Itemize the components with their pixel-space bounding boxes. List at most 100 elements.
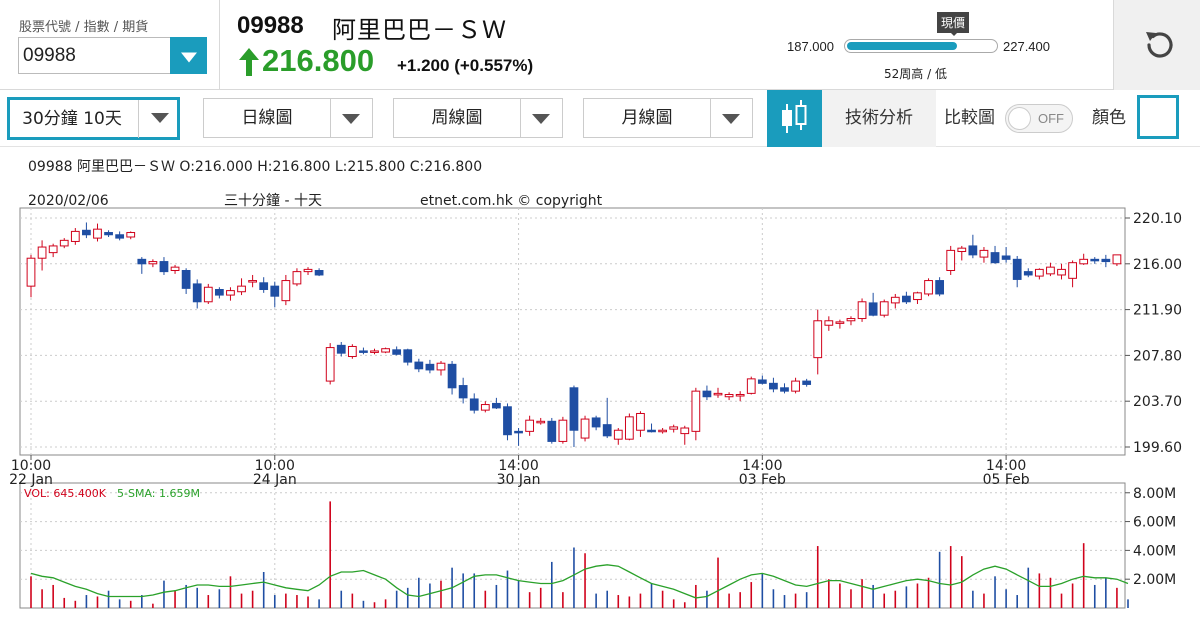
stock-code: 09988	[237, 12, 304, 39]
compare-label: 比較圖	[944, 108, 995, 128]
x-tick-time: 14:00	[498, 458, 538, 474]
code-search-caption: 股票代號 / 指數 / 期貨	[19, 20, 149, 35]
candle-body	[469, 398, 479, 411]
candle-body	[636, 412, 645, 431]
candle-body	[1112, 254, 1122, 265]
chevron-down-icon	[151, 113, 169, 123]
color-picker-swatch[interactable]	[1137, 95, 1179, 139]
candle-body	[248, 280, 257, 283]
candle-body	[59, 239, 69, 247]
candle-body	[37, 246, 47, 259]
candle-body	[1001, 255, 1011, 260]
weekly-chart-label: 周線圖	[431, 108, 483, 128]
refresh-icon	[1146, 32, 1173, 58]
technical-analysis-button[interactable]: 技術分析	[822, 90, 936, 147]
candle-body	[1012, 258, 1022, 280]
candle-body	[381, 348, 390, 353]
y-tick-label: 203.70	[1133, 394, 1182, 410]
candle-body	[148, 261, 158, 265]
candle-body	[890, 296, 900, 304]
candle-body	[913, 292, 922, 301]
candle-body	[713, 392, 723, 396]
candle-body	[669, 426, 679, 430]
candle-body	[558, 419, 568, 442]
candle-body	[879, 301, 889, 316]
candle-body	[1101, 258, 1111, 263]
divider	[138, 100, 139, 138]
candle-body	[503, 406, 512, 436]
candle-body	[192, 283, 202, 303]
candle-body	[691, 390, 701, 432]
toggle-state: OFF	[1038, 111, 1064, 126]
weekly-chart-select[interactable]: 周線圖	[393, 98, 563, 138]
x-tick-date: 05 Feb	[983, 472, 1030, 488]
candle-body	[492, 402, 501, 409]
candle-body	[1057, 268, 1066, 276]
volume-sma-line	[30, 564, 1129, 599]
candlestick-toggle-button[interactable]	[767, 90, 822, 147]
chart-date-label: 2020/02/06	[28, 193, 109, 209]
candlestick-series	[26, 222, 1122, 447]
candle-body	[1079, 258, 1089, 265]
quote-header: 股票代號 / 指數 / 期貨 09988 09988 阿里巴巴－ＳＷ 216.8…	[0, 0, 1200, 90]
divider	[710, 99, 711, 137]
code-search-panel: 股票代號 / 指數 / 期貨 09988	[0, 0, 220, 90]
daily-chart-select[interactable]: 日線圖	[203, 98, 373, 138]
monthly-chart-select[interactable]: 月線圖	[583, 98, 753, 138]
candlestick-icon	[782, 100, 807, 133]
chevron-down-icon	[342, 114, 360, 124]
candle-body	[370, 350, 379, 353]
candle-body	[968, 245, 978, 256]
compare-toggle[interactable]: OFF	[1005, 104, 1073, 133]
range-caption: 52周高 / 低	[884, 67, 947, 81]
range-low: 187.000	[787, 39, 834, 54]
candle-body	[303, 268, 313, 273]
chevron-down-icon	[180, 52, 197, 62]
volume-tick-label: 8.00M	[1133, 486, 1176, 502]
monthly-chart-label: 月線圖	[621, 108, 673, 128]
toggle-knob	[1008, 107, 1031, 130]
chevron-down-icon	[532, 114, 550, 124]
candle-body	[979, 249, 989, 258]
candle-body	[591, 417, 601, 428]
candle-body	[48, 245, 58, 254]
current-price-marker: 現價	[937, 12, 970, 33]
candle-body	[93, 228, 102, 239]
y-tick-label: 220.10	[1133, 211, 1182, 227]
candle-body	[902, 295, 911, 303]
candle-body	[480, 404, 490, 411]
candle-body	[237, 285, 246, 293]
candle-body	[791, 380, 800, 392]
y-tick-label: 199.60	[1133, 440, 1182, 456]
candle-body	[82, 229, 91, 236]
candle-body	[115, 234, 125, 239]
candle-body	[314, 270, 324, 276]
candle-body	[658, 429, 667, 433]
code-dropdown-button[interactable]	[170, 37, 207, 74]
stock-name: 阿里巴巴－ＳＷ	[332, 16, 507, 44]
y-tick-label: 216.00	[1133, 257, 1182, 273]
volume-tick-label: 6.00M	[1133, 515, 1176, 531]
code-search-input[interactable]: 09988	[18, 37, 170, 74]
candle-body	[126, 232, 136, 238]
volume-legend-sma: 5-SMA: 1.659M	[117, 487, 200, 500]
candle-body	[525, 419, 535, 432]
x-tick-date: 03 Feb	[739, 472, 786, 488]
candle-body	[447, 363, 457, 389]
candle-body	[746, 378, 756, 394]
chart-title: 三十分鐘 - 十天	[224, 192, 322, 209]
candle-body	[392, 349, 402, 355]
candle-body	[414, 361, 424, 370]
candle-body	[514, 430, 523, 434]
price-change-pct: (+0.557%)	[454, 56, 534, 75]
period-select[interactable]: 30分鐘 10天	[7, 97, 180, 140]
candle-body	[1068, 262, 1077, 279]
marker-tip	[949, 31, 959, 36]
refresh-button[interactable]	[1113, 0, 1200, 90]
candle-body	[70, 230, 80, 242]
candle-body	[281, 280, 291, 302]
price-panel-frame	[19, 207, 1126, 456]
daily-chart-label: 日線圖	[241, 108, 293, 128]
volume-panel-frame	[19, 482, 1126, 609]
candle-body	[780, 387, 789, 392]
